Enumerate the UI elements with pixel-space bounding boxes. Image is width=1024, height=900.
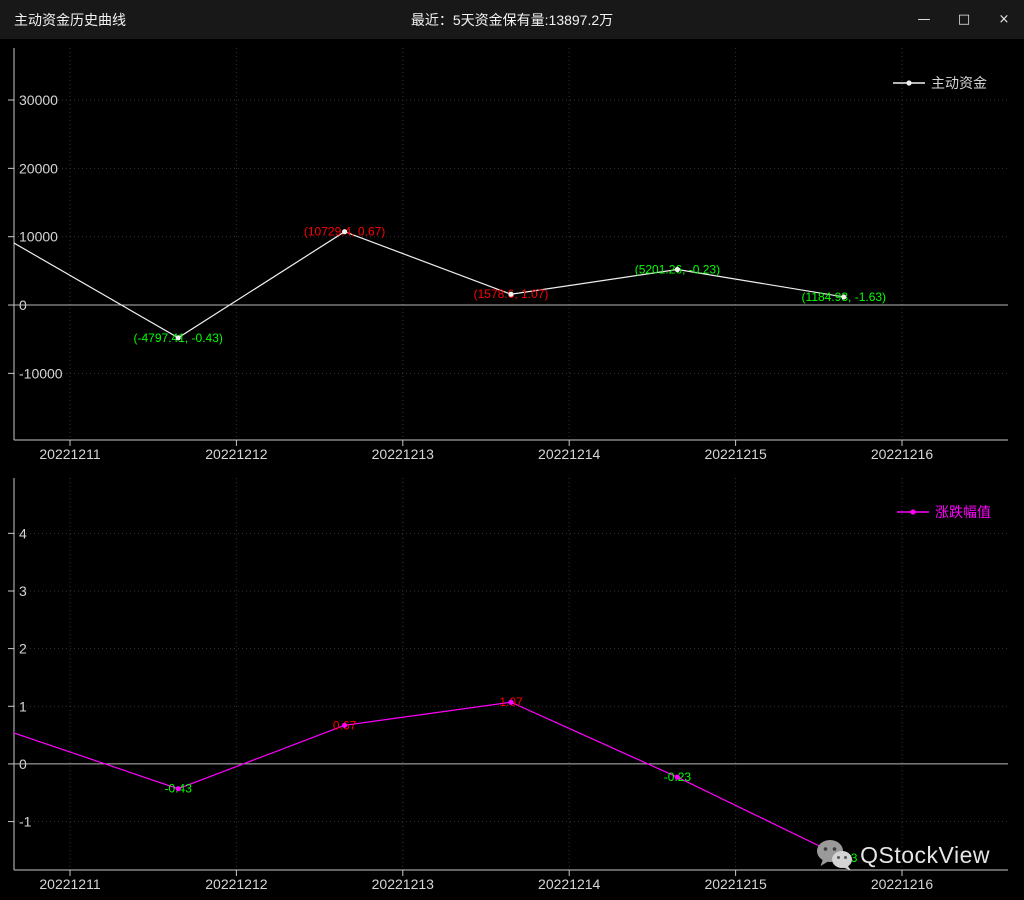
- data-point: [175, 786, 181, 792]
- data-point: [674, 774, 681, 780]
- x-tick-label: 20221212: [205, 446, 268, 462]
- y-tick-label: 20000: [19, 160, 58, 176]
- legend-marker: [910, 509, 916, 515]
- y-tick-label: 3: [19, 583, 27, 599]
- x-tick-label: 20221213: [372, 876, 435, 892]
- watermark: QStockView: [815, 838, 990, 872]
- legend-label: 涨跌幅值: [935, 504, 991, 520]
- data-point: [342, 722, 348, 728]
- data-line: [14, 231, 844, 339]
- titlebar: 主动资金历史曲线 最近：5天资金保有量:13897.2万 — □ ×: [0, 0, 1024, 40]
- data-point: [342, 229, 348, 235]
- data-line: [14, 701, 845, 859]
- close-button[interactable]: ×: [984, 0, 1024, 39]
- data-point: [508, 699, 514, 705]
- legend-marker: [906, 80, 912, 86]
- data-point: [14, 240, 15, 244]
- window-title: 主动资金历史曲线: [14, 11, 126, 28]
- x-tick-label: 20221215: [704, 446, 767, 462]
- x-tick-label: 20221213: [372, 446, 435, 462]
- x-tick-label: 20221214: [538, 876, 601, 892]
- watermark-text: QStockView: [860, 841, 990, 868]
- data-point: [175, 335, 181, 341]
- y-tick-label: 4: [19, 525, 27, 541]
- data-point: [508, 291, 514, 297]
- y-tick-label: 2: [19, 641, 27, 657]
- data-point: [841, 294, 847, 300]
- y-tick-label: 30000: [19, 92, 58, 108]
- data-point: [674, 266, 681, 273]
- x-tick-label: 20221216: [871, 876, 934, 892]
- maximize-button[interactable]: □: [944, 0, 984, 39]
- data-point: [14, 730, 15, 734]
- y-tick-label: 10000: [19, 229, 58, 245]
- window-controls: — □ ×: [904, 0, 1024, 39]
- x-tick-label: 20221216: [871, 446, 934, 462]
- x-tick-label: 20221211: [39, 876, 100, 892]
- x-tick-label: 20221212: [205, 876, 268, 892]
- y-tick-label: 1: [19, 698, 27, 714]
- minimize-button[interactable]: —: [904, 0, 944, 39]
- chart-area: 30000 20000 10000 0 -10000 20221211 20221212 20…: [0, 40, 1024, 900]
- x-tick-label: 20221211: [39, 446, 100, 462]
- y-tick-label: -1: [19, 814, 32, 830]
- legend-label: 主动资金: [931, 75, 987, 91]
- wechat-icon: [817, 840, 853, 871]
- y-tick-label: -10000: [19, 365, 63, 381]
- status-text: 最近：5天资金保有量:13897.2万: [410, 11, 614, 28]
- x-tick-label: 20221215: [704, 876, 767, 892]
- x-tick-label: 20221214: [538, 446, 601, 462]
